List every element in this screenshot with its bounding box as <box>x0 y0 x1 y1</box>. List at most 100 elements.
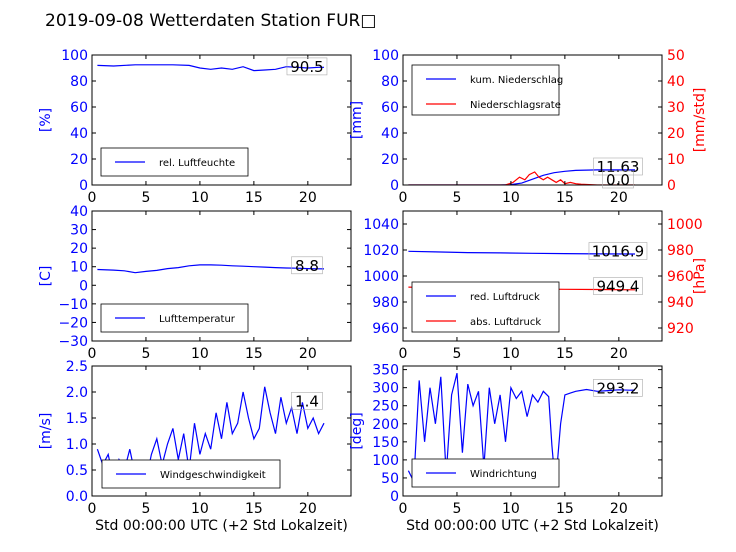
legend-box <box>411 64 560 116</box>
y-tick-label: 1000 <box>363 269 399 285</box>
y-tick-label: 10 <box>70 260 88 276</box>
y-tick-label: 0 <box>79 178 88 194</box>
current-value-box <box>593 378 643 397</box>
plot-frame <box>402 365 663 497</box>
legend-label: Lufttemperatur <box>159 314 236 325</box>
legend-label: red. Luftdruck <box>470 292 540 303</box>
y-tick-label: 960 <box>372 321 399 337</box>
chart-precipitation: 0 5 10 15 20 0 20 40 60 80 100 0 10 20 30 40 50 [mm] [mm/s… <box>349 48 708 206</box>
chart-pressure: 0 5 10 15 20 960 980 1000 1020 1040 920 940 960 980 10… <box>363 210 708 362</box>
y-tick-label: 300 <box>372 381 399 397</box>
y-axis-label: [deg] <box>349 412 365 449</box>
x-tick-label: 0 <box>88 190 97 206</box>
chart-temperature: 0 5 10 15 20 −30 −20 −10 0 10 20 30 40 [C] Lufttempera… <box>38 204 352 362</box>
y-tick-label: 100 <box>372 48 399 64</box>
y-axis-label: [m/s] <box>38 413 54 450</box>
current-value: 1.4 <box>295 392 319 410</box>
y-tick-label: 1020 <box>363 243 399 259</box>
series-line-humidity-0 <box>97 64 324 72</box>
current-value: 1016.9 <box>592 243 645 261</box>
x-tick-label: 10 <box>191 501 209 517</box>
y-tick-label: 0.0 <box>66 489 88 505</box>
x-tick-label: 15 <box>245 346 263 362</box>
y-tick-label: 1.5 <box>66 411 88 427</box>
x-tick-label: 20 <box>299 346 317 362</box>
y-tick-label: 150 <box>372 435 399 451</box>
x-tick-label: 10 <box>502 190 520 206</box>
y-tick-label: 40 <box>381 126 399 142</box>
legend-label: rel. Luftfeuchte <box>159 158 235 169</box>
y-tick-label: 2.5 <box>66 359 88 375</box>
x-tick-label: 20 <box>299 190 317 206</box>
legend-label: Windrichtung <box>470 469 537 480</box>
y-tick-label: 40 <box>70 204 88 220</box>
current-value: 8.8 <box>295 257 319 275</box>
y2-tick-label: 920 <box>667 321 694 337</box>
y2-tick-label: 0 <box>667 178 676 194</box>
x-tick-label: 10 <box>502 501 520 517</box>
y2-axis-label: [mm/std] <box>692 88 708 153</box>
current-value: 11.63 <box>596 158 639 176</box>
x-tick-label: 5 <box>141 346 150 362</box>
chart-humidity: 0 5 10 15 20 0 20 40 60 80 100 [%] rel. Luftfeuchte 9… <box>38 48 352 206</box>
x-tick-label: 20 <box>610 190 628 206</box>
y-tick-label: 20 <box>70 152 88 168</box>
current-value: 293.2 <box>596 379 639 397</box>
x-tick-label: 20 <box>610 501 628 517</box>
current-value-box <box>593 157 643 176</box>
y-tick-label: −30 <box>58 334 88 350</box>
y-tick-label: 0 <box>390 178 399 194</box>
x-tick-label: 15 <box>245 501 263 517</box>
plot-frame <box>91 210 352 342</box>
y-tick-label: 20 <box>70 241 88 257</box>
x-tick-label: 5 <box>452 190 461 206</box>
y2-axis-label: [hPa] <box>692 258 708 294</box>
y2-tick-label: 20 <box>667 126 685 142</box>
y-tick-label: 80 <box>70 74 88 90</box>
y-tick-label: 40 <box>70 126 88 142</box>
x-tick-label: 0 <box>399 501 408 517</box>
y-tick-label: −10 <box>58 297 88 313</box>
current-value-box <box>588 242 648 260</box>
x-tick-label: 20 <box>610 346 628 362</box>
plot-frame <box>91 365 352 497</box>
current-value-secondary: 949.4 <box>596 278 639 296</box>
x-tick-label: 5 <box>141 190 150 206</box>
y-tick-label: 0 <box>390 489 399 505</box>
x-tick-label: 15 <box>556 346 574 362</box>
current-value-secondary-box <box>593 277 643 295</box>
plot-frame <box>91 54 352 186</box>
y-tick-label: 1040 <box>363 217 399 233</box>
y-axis-label: [C] <box>38 266 54 287</box>
y-tick-label: 60 <box>381 100 399 116</box>
legend-label: kum. Niederschlag <box>470 75 563 86</box>
x-axis-label: Std 00:00:00 UTC (+2 Std Lokalzeit) <box>406 518 659 534</box>
y-tick-label: 0 <box>79 278 88 294</box>
legend-box <box>411 281 560 333</box>
y-tick-label: 2.0 <box>66 385 88 401</box>
series-line-precipitation-0 <box>408 169 635 185</box>
current-value: 90.5 <box>290 58 323 76</box>
legend-label: abs. Luftdruck <box>470 317 541 328</box>
y-tick-label: 980 <box>372 295 399 311</box>
y2-tick-label: 1000 <box>667 217 703 233</box>
y-tick-label: 350 <box>372 363 399 379</box>
y-tick-label: −20 <box>58 315 88 331</box>
x-axis-label: Std 00:00:00 UTC (+2 Std Lokalzeit) <box>95 518 348 534</box>
y-tick-label: 20 <box>381 152 399 168</box>
y-tick-label: 80 <box>381 74 399 90</box>
series-line-wind_direction-0 <box>407 373 636 484</box>
x-tick-label: 5 <box>452 346 461 362</box>
x-tick-label: 15 <box>556 501 574 517</box>
y-tick-label: 200 <box>372 417 399 433</box>
y2-tick-label: 30 <box>667 100 685 116</box>
y2-tick-label: 50 <box>667 48 685 64</box>
x-tick-label: 20 <box>299 501 317 517</box>
y-tick-label: 250 <box>372 399 399 415</box>
x-tick-label: 5 <box>141 501 150 517</box>
y-tick-label: 0.5 <box>66 463 88 479</box>
x-tick-label: 10 <box>502 346 520 362</box>
y2-tick-label: 10 <box>667 152 685 168</box>
